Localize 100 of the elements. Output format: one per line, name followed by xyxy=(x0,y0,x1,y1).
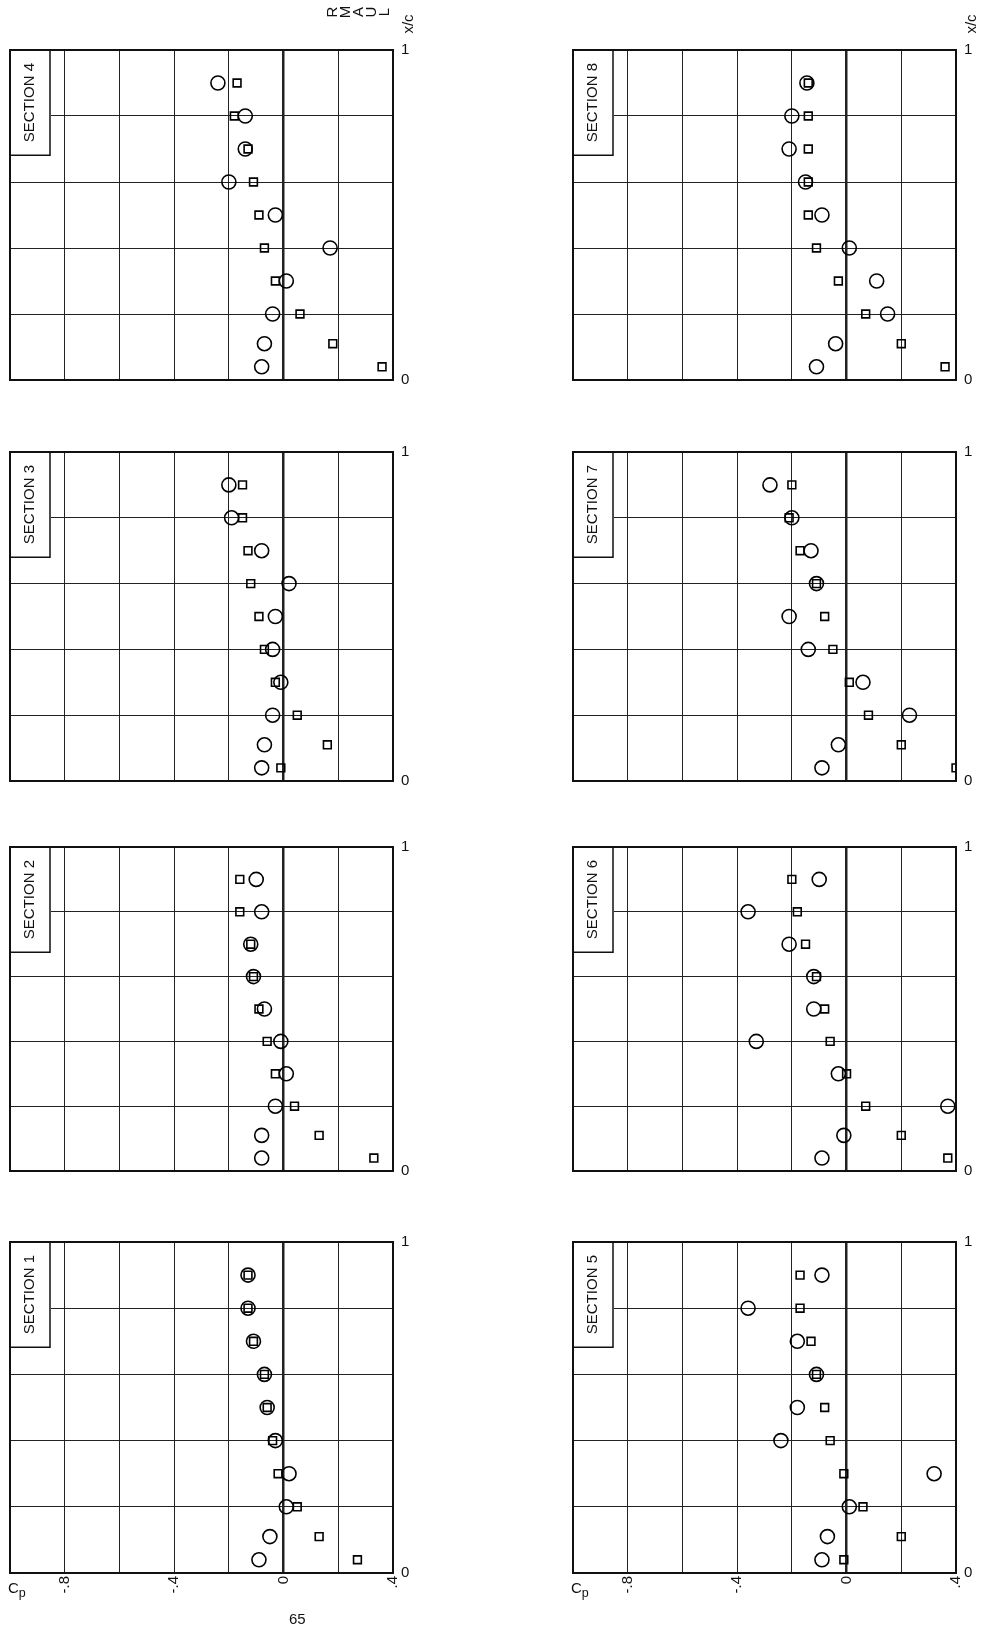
x-axis-title: C$_{p}$ xyxy=(8,1579,26,1600)
point xyxy=(237,513,248,523)
point xyxy=(259,644,270,655)
point xyxy=(267,1432,284,1449)
point xyxy=(762,477,778,493)
point xyxy=(246,578,256,589)
point xyxy=(273,1033,289,1050)
point xyxy=(841,1499,858,1515)
point xyxy=(314,1531,324,1542)
point xyxy=(740,904,756,920)
point xyxy=(943,1153,953,1163)
y-tick-label: 0 xyxy=(964,1161,973,1179)
point xyxy=(858,1502,868,1512)
point xyxy=(825,1435,835,1446)
text: SECTION 4 xyxy=(20,63,38,143)
point xyxy=(800,939,811,949)
point xyxy=(828,644,838,655)
point xyxy=(830,1066,847,1082)
point xyxy=(254,210,264,220)
point xyxy=(799,75,815,91)
point xyxy=(803,210,813,220)
point xyxy=(855,674,871,691)
point xyxy=(781,141,797,157)
point xyxy=(839,1469,849,1479)
point xyxy=(232,78,242,88)
point xyxy=(781,936,797,952)
point xyxy=(814,760,830,776)
point xyxy=(792,907,803,917)
point xyxy=(861,1101,871,1111)
point xyxy=(740,1300,756,1316)
point xyxy=(781,608,797,625)
point xyxy=(926,1465,942,1482)
x-tick-label: .4 xyxy=(383,1576,401,1589)
point xyxy=(253,1150,270,1166)
point xyxy=(787,480,797,490)
point xyxy=(256,737,273,753)
point xyxy=(839,1555,849,1565)
point xyxy=(267,1098,284,1114)
point xyxy=(253,904,270,920)
point xyxy=(896,740,906,750)
point xyxy=(237,480,248,490)
point xyxy=(253,542,270,559)
y-axis-title: x/c xyxy=(399,13,417,34)
y-tick-label: 0 xyxy=(401,771,410,789)
y-tick-label: 0 xyxy=(401,370,410,388)
point xyxy=(803,111,813,121)
point xyxy=(896,339,906,349)
point xyxy=(262,1528,278,1545)
y-tick-label: 1 xyxy=(964,1232,973,1250)
point xyxy=(830,737,847,753)
point xyxy=(789,1333,806,1350)
point xyxy=(270,276,281,286)
point xyxy=(825,1036,835,1047)
point xyxy=(278,1499,295,1515)
point xyxy=(806,1336,816,1346)
point xyxy=(808,359,825,375)
point xyxy=(245,1333,262,1350)
point xyxy=(237,141,254,157)
point xyxy=(237,108,254,124)
point xyxy=(805,1001,822,1017)
point xyxy=(797,174,814,190)
point xyxy=(814,1267,830,1283)
point xyxy=(229,111,240,121)
point xyxy=(267,207,284,223)
y-tick-label: 1 xyxy=(401,442,410,460)
point xyxy=(267,608,284,625)
point xyxy=(322,240,338,256)
point xyxy=(800,641,817,658)
point xyxy=(879,306,896,322)
point xyxy=(784,108,800,124)
point xyxy=(803,542,819,559)
point xyxy=(273,674,289,691)
point xyxy=(253,1127,270,1144)
y-tick-label: 1 xyxy=(401,837,410,855)
x-tick-label: -.4 xyxy=(164,1576,182,1594)
point xyxy=(369,1153,379,1163)
point xyxy=(789,1399,806,1416)
point xyxy=(292,710,302,720)
y-axis-title: x/c xyxy=(962,13,980,34)
point xyxy=(253,359,270,375)
point xyxy=(827,335,844,352)
point xyxy=(256,1001,273,1017)
point xyxy=(251,1551,267,1568)
point xyxy=(235,907,245,917)
point xyxy=(940,362,950,372)
point xyxy=(248,871,265,888)
x-tick-label: .4 xyxy=(946,1576,964,1589)
point xyxy=(278,1066,295,1082)
point xyxy=(896,1130,906,1141)
point xyxy=(939,1098,956,1114)
point xyxy=(896,1531,906,1542)
x-tick-label: -.4 xyxy=(727,1576,745,1594)
point xyxy=(281,1465,297,1482)
point xyxy=(863,710,874,720)
point xyxy=(278,273,295,289)
point xyxy=(221,477,237,493)
point xyxy=(377,362,387,372)
x-tick-label: 0 xyxy=(273,1576,291,1585)
point xyxy=(254,1004,264,1014)
text: SECTION 3 xyxy=(20,465,38,545)
